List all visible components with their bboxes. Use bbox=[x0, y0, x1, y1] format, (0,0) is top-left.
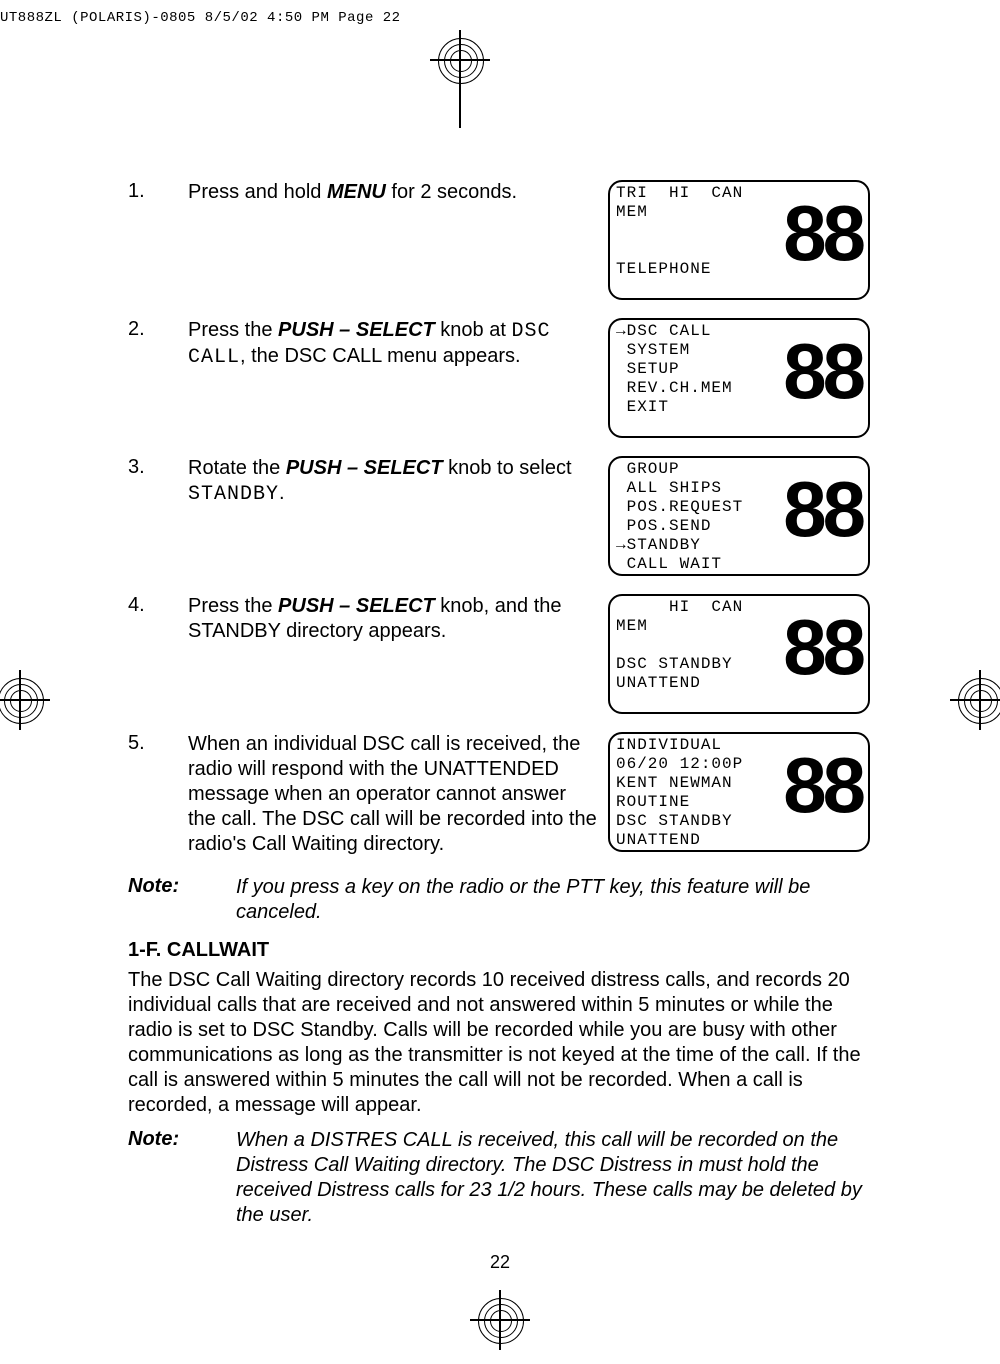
lcd-text: INDIVIDUAL 06/20 12:00P KENT NEWMAN ROUT… bbox=[616, 736, 743, 850]
step-text: Press the PUSH – SELECT knob, and the ST… bbox=[188, 594, 608, 644]
step-text: Rotate the PUSH – SELECT knob to select … bbox=[188, 456, 608, 507]
note-body: If you press a key on the radio or the P… bbox=[236, 875, 872, 925]
lcd-display: TRI HI CAN MEM TELEPHONE 88 bbox=[608, 180, 870, 300]
step-text: Press the PUSH – SELECT knob at DSC CALL… bbox=[188, 318, 608, 370]
step-row: 5.When an individual DSC call is receive… bbox=[128, 732, 872, 857]
lcd-text: GROUP ALL SHIPS POS.REQUEST POS.SEND →ST… bbox=[616, 460, 743, 574]
lcd-display: GROUP ALL SHIPS POS.REQUEST POS.SEND →ST… bbox=[608, 456, 870, 576]
step-row: 2.Press the PUSH – SELECT knob at DSC CA… bbox=[128, 318, 872, 438]
step-row: 1.Press and hold MENU for 2 seconds.TRI … bbox=[128, 180, 872, 300]
lcd-channel-number: 88 bbox=[783, 332, 862, 410]
lcd-channel-number: 88 bbox=[783, 746, 862, 824]
lcd-channel-number: 88 bbox=[783, 194, 862, 272]
registration-mark-bottom bbox=[470, 1290, 530, 1350]
step-number: 2. bbox=[128, 318, 188, 341]
note-label: Note: bbox=[128, 1128, 236, 1228]
section-paragraph: The DSC Call Waiting directory records 1… bbox=[128, 968, 872, 1118]
registration-stem bbox=[459, 88, 461, 128]
lcd-display: →DSC CALL SYSTEM SETUP REV.CH.MEM EXIT 88 bbox=[608, 318, 870, 438]
step-row: 3.Rotate the PUSH – SELECT knob to selec… bbox=[128, 456, 872, 576]
step-number: 1. bbox=[128, 180, 188, 203]
section-heading: 1-F. CALLWAIT bbox=[128, 939, 872, 962]
lcd-display: INDIVIDUAL 06/20 12:00P KENT NEWMAN ROUT… bbox=[608, 732, 870, 852]
registration-mark-left bbox=[0, 670, 50, 730]
page-number: 22 bbox=[128, 1252, 872, 1273]
step-number: 5. bbox=[128, 732, 188, 755]
print-header: UT888ZL (POLARIS)-0805 8/5/02 4:50 PM Pa… bbox=[0, 10, 401, 26]
registration-mark-top bbox=[430, 30, 490, 90]
note-label: Note: bbox=[128, 875, 236, 925]
lcd-text: HI CAN MEM DSC STANDBY UNATTEND bbox=[616, 598, 743, 693]
registration-mark-right bbox=[950, 670, 1000, 730]
lcd-display: HI CAN MEM DSC STANDBY UNATTEND 88 bbox=[608, 594, 870, 714]
lcd-channel-number: 88 bbox=[783, 470, 862, 548]
lcd-channel-number: 88 bbox=[783, 608, 862, 686]
note-body: When a DISTRES CALL is received, this ca… bbox=[236, 1128, 872, 1228]
step-text: When an individual DSC call is received,… bbox=[188, 732, 608, 857]
step-number: 3. bbox=[128, 456, 188, 479]
lcd-text: TRI HI CAN MEM TELEPHONE bbox=[616, 184, 743, 279]
step-text: Press and hold MENU for 2 seconds. bbox=[188, 180, 608, 205]
step-row: 4.Press the PUSH – SELECT knob, and the … bbox=[128, 594, 872, 714]
note-2: Note: When a DISTRES CALL is received, t… bbox=[128, 1128, 872, 1228]
lcd-text: →DSC CALL SYSTEM SETUP REV.CH.MEM EXIT bbox=[616, 322, 733, 417]
header-text: UT888ZL (POLARIS)-0805 8/5/02 4:50 PM Pa… bbox=[0, 10, 401, 26]
note-1: Note: If you press a key on the radio or… bbox=[128, 875, 872, 925]
step-number: 4. bbox=[128, 594, 188, 617]
